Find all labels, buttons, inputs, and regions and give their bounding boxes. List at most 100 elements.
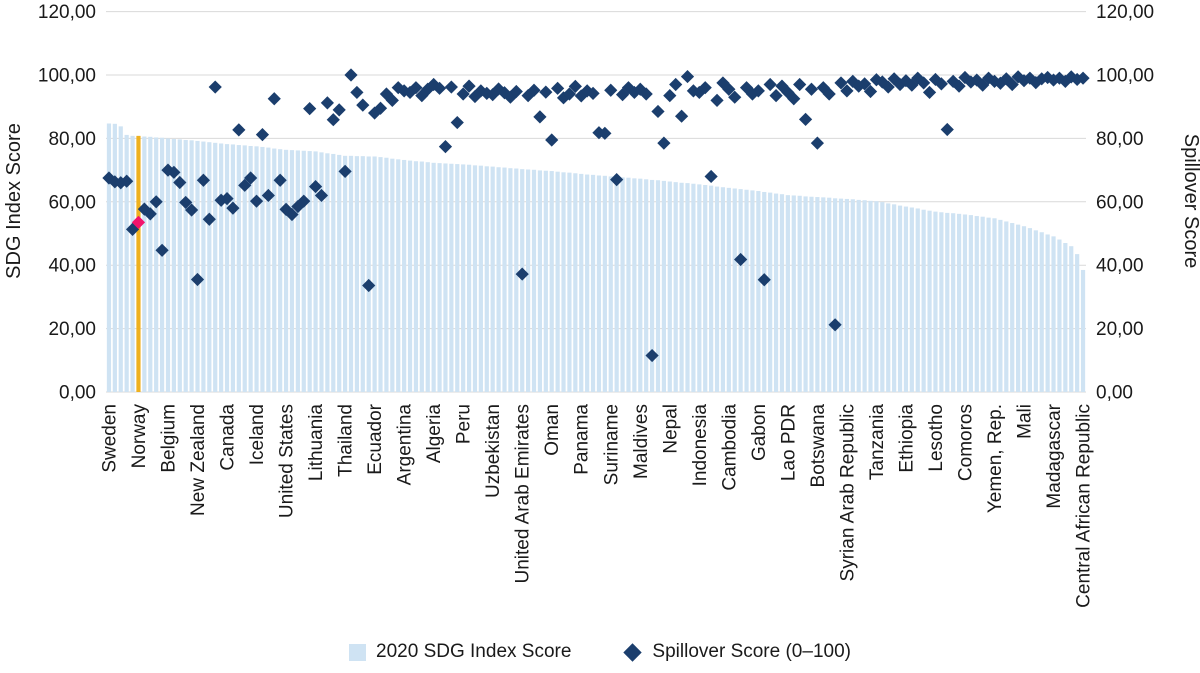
bar xyxy=(886,203,891,392)
spillover-diamond xyxy=(185,203,199,217)
bar xyxy=(608,176,613,392)
spillover-diamond xyxy=(373,101,388,115)
bar xyxy=(915,208,920,392)
x-axis-country-label: Suriname xyxy=(601,404,622,485)
legend-scatter-label: Spillover Score (0–100) xyxy=(652,641,851,662)
spillover-diamond xyxy=(763,77,777,92)
x-axis-country-label: Yemen, Rep. xyxy=(985,404,1006,513)
x-axis-country-label: Gabon xyxy=(749,404,770,461)
left-y-tick-label: 100,00 xyxy=(38,66,96,87)
x-axis-country-label: Botswana xyxy=(808,404,829,488)
spillover-diamond xyxy=(173,175,187,190)
bar xyxy=(201,141,206,392)
bar xyxy=(378,157,383,392)
bar xyxy=(785,195,790,392)
bar xyxy=(236,145,241,392)
bar xyxy=(449,163,454,392)
x-axis-country-label: Ecuador xyxy=(365,403,386,474)
bar xyxy=(112,123,117,393)
bar xyxy=(844,198,850,392)
spillover-diamond xyxy=(562,87,577,101)
spillover-diamond xyxy=(568,79,582,94)
bar xyxy=(697,184,702,392)
bar xyxy=(319,152,324,392)
bar xyxy=(585,174,590,392)
bar xyxy=(165,138,171,392)
spillover-diamond xyxy=(981,71,996,85)
x-axis-country-label: Panama xyxy=(572,404,593,475)
spillover-diamond xyxy=(509,84,523,99)
spillover-diamond xyxy=(409,81,423,95)
spillover-diamond xyxy=(291,199,305,214)
bar xyxy=(549,171,554,392)
x-axis-country-label: Thailand xyxy=(336,404,357,477)
legend-bar-swatch xyxy=(349,643,367,661)
bar xyxy=(455,164,460,392)
x-axis-country-label: Peru xyxy=(454,404,475,444)
bar xyxy=(242,145,247,392)
spillover-diamond-highlight-norway xyxy=(131,215,146,230)
bar xyxy=(1080,269,1086,392)
spillover-diamond xyxy=(1005,77,1019,92)
spillover-diamond xyxy=(751,84,765,98)
left-y-tick-label: 80,00 xyxy=(48,129,96,150)
bar xyxy=(142,136,147,392)
spillover-diamond xyxy=(515,267,529,281)
spillover-diamond xyxy=(179,195,193,210)
bar xyxy=(590,174,596,392)
bar xyxy=(1016,224,1021,392)
bar xyxy=(402,159,407,392)
bar xyxy=(768,192,773,392)
spillover-diamond xyxy=(633,82,647,96)
spillover-diamond xyxy=(427,77,441,92)
x-axis-country-label: Ethiopia xyxy=(896,404,917,473)
bar xyxy=(968,215,973,392)
x-axis-country-label: Canada xyxy=(218,404,239,471)
bar xyxy=(472,165,478,392)
spillover-diamond xyxy=(167,165,181,179)
spillover-diamond xyxy=(775,79,789,93)
spillover-diamond xyxy=(503,90,517,104)
bar xyxy=(1010,223,1015,392)
left-axis-title: SDG Index Score xyxy=(3,123,25,279)
spillover-diamond xyxy=(680,69,695,84)
bar xyxy=(620,177,625,392)
bar xyxy=(396,159,401,392)
spillover-diamond xyxy=(698,81,712,95)
right-y-tick-label: 20,00 xyxy=(1096,319,1144,340)
legend-bar-label: 2020 SDG Index Score xyxy=(376,641,572,662)
spillover-diamond xyxy=(545,133,559,147)
bar xyxy=(366,156,371,392)
spillover-diamond xyxy=(710,93,724,107)
legend: 2020 SDG Index Score Spillover Score (0–… xyxy=(0,636,1200,668)
spillover-diamond xyxy=(444,80,458,94)
spillover-diamond xyxy=(922,85,937,100)
spillover-diamond xyxy=(226,201,240,215)
bar xyxy=(266,147,271,392)
x-axis-country-label: Cambodia xyxy=(719,404,740,491)
bar xyxy=(1021,226,1027,392)
bar xyxy=(561,172,566,392)
spillover-diamond xyxy=(527,83,541,97)
x-axis-country-label: Madagascar xyxy=(1044,403,1065,508)
x-axis-country-label: Oman xyxy=(542,404,563,456)
x-axis-country-label: Comoros xyxy=(955,404,976,481)
right-y-tick-label: 60,00 xyxy=(1096,192,1144,213)
spillover-diamond xyxy=(456,87,470,101)
spillover-diamond xyxy=(940,122,954,137)
spillover-diamond xyxy=(155,243,169,257)
spillover-diamond xyxy=(669,77,683,92)
spillover-diamond xyxy=(999,72,1013,86)
bar xyxy=(213,142,218,392)
bar xyxy=(508,168,513,392)
bar xyxy=(939,212,944,392)
spillover-diamond xyxy=(450,115,464,130)
bar xyxy=(1027,228,1033,392)
x-axis-country-label: Belgium xyxy=(158,404,179,473)
bar xyxy=(673,182,678,392)
spillover-diamond xyxy=(692,85,706,100)
bar xyxy=(856,199,861,392)
spillover-diamond xyxy=(893,77,907,92)
spillover-diamond xyxy=(285,207,299,222)
spillover-diamond xyxy=(952,79,966,93)
